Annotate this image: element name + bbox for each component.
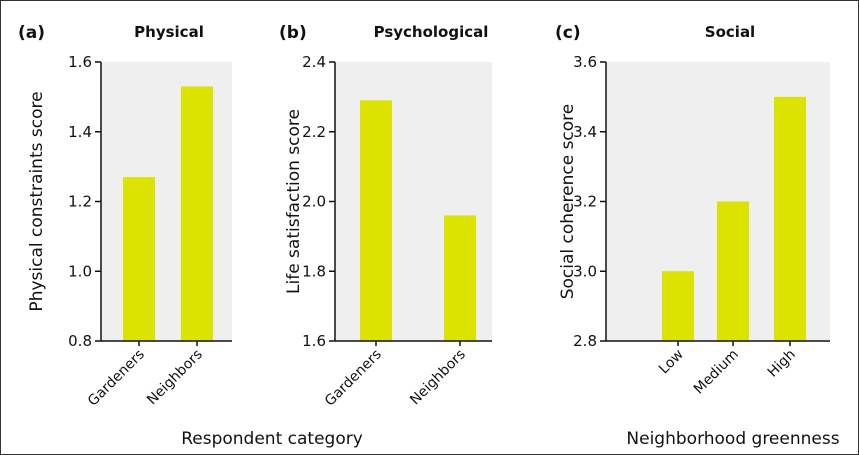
shared-x-axis-title-right: Neighborhood greenness [626, 429, 839, 449]
bar-gardeners [123, 177, 155, 341]
y-tick-label: 1.2 [68, 193, 92, 211]
y-tick-label: 1.6 [68, 53, 92, 71]
bar-gardeners [360, 100, 392, 341]
bar-neighbors [181, 86, 213, 341]
bar-high [774, 96, 806, 341]
y-axis-title: Life satisfaction score [284, 109, 304, 294]
bar-neighbors [444, 215, 476, 341]
y-tick-label: 2.2 [302, 123, 326, 141]
y-tick-label: 1.8 [302, 262, 326, 280]
y-tick-label: 3.0 [573, 262, 597, 280]
y-tick-label: 2.8 [573, 332, 597, 350]
chart-title: Social [705, 23, 755, 41]
y-tick-label: 3.6 [573, 53, 597, 71]
y-tick-label: 3.2 [573, 193, 597, 211]
chart-panel-1: 0.81.01.21.41.6GardenersNeighborsPhysica… [18, 23, 232, 409]
bar-low [662, 271, 694, 341]
y-tick-label: 1.4 [68, 123, 92, 141]
shared-x-axis-title-left: Respondent category [181, 429, 363, 449]
y-tick-label: 2.4 [302, 53, 326, 71]
y-tick-label: 1.6 [302, 332, 326, 350]
y-axis-title: Physical constraints score [27, 91, 47, 311]
chart-title: Psychological [374, 23, 489, 41]
y-tick-label: 2.0 [302, 193, 326, 211]
y-tick-label: 3.4 [573, 123, 597, 141]
chart-title: Physical [134, 23, 204, 41]
y-tick-label: 1.0 [68, 262, 92, 280]
y-axis-title: Social coherence score [558, 104, 578, 300]
bar-medium [717, 201, 749, 341]
y-tick-label: 0.8 [68, 332, 92, 350]
panel-label: (b) [279, 23, 307, 43]
panel-label: (c) [555, 23, 581, 43]
panel-label: (a) [18, 23, 45, 43]
